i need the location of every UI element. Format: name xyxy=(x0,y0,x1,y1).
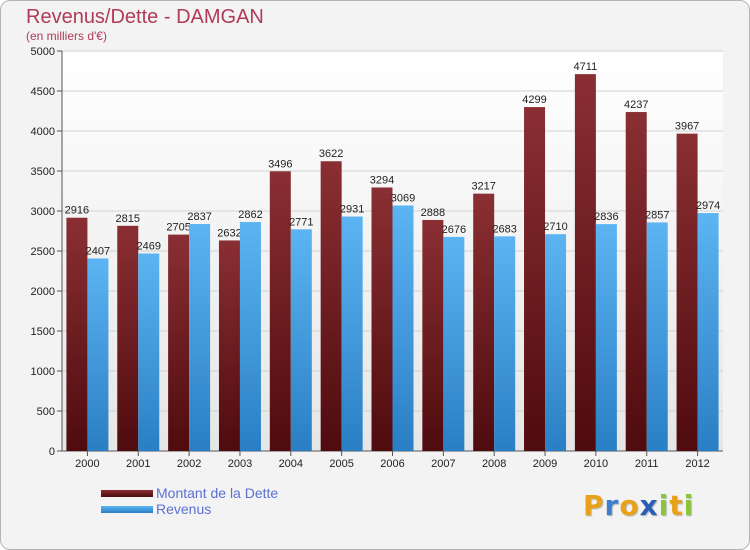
logo-letter: x xyxy=(639,489,659,522)
x-tick-label-2011: 2011 xyxy=(635,458,659,470)
data-label-dette-2000: 2916 xyxy=(65,205,89,217)
legend-label-revenus: Revenus xyxy=(156,501,212,517)
bar-revenus-2011 xyxy=(646,222,668,451)
x-tick-label-2002: 2002 xyxy=(177,458,201,470)
y-tick-label-5000: 5000 xyxy=(31,46,55,58)
data-label-dette-2007: 2888 xyxy=(421,207,445,219)
chart-title: Revenus/Dette - DAMGAN xyxy=(26,6,264,28)
x-tick-label-2003: 2003 xyxy=(228,458,252,470)
x-tick-label-2007: 2007 xyxy=(431,458,455,470)
y-tick-label-2000: 2000 xyxy=(31,286,55,298)
bar-revenus-2003 xyxy=(239,222,261,451)
data-label-dette-2008: 3217 xyxy=(471,181,495,193)
x-tick-label-2000: 2000 xyxy=(75,458,99,470)
data-label-dette-2002: 2705 xyxy=(166,222,190,234)
data-label-revenus-2004: 2771 xyxy=(289,216,313,228)
x-tick-label-2005: 2005 xyxy=(329,458,353,470)
data-label-dette-2009: 4299 xyxy=(522,94,546,106)
y-tick-label-2500: 2500 xyxy=(31,246,55,258)
bar-revenus-2009 xyxy=(545,234,567,451)
data-label-revenus-2010: 2836 xyxy=(594,211,618,223)
data-label-revenus-2001: 2469 xyxy=(137,240,161,252)
data-label-revenus-2006: 3069 xyxy=(391,192,415,204)
data-label-dette-2011: 4237 xyxy=(624,99,648,111)
data-label-dette-2001: 2815 xyxy=(116,213,140,225)
logo-letter: P xyxy=(583,489,605,522)
data-label-revenus-2002: 2837 xyxy=(187,211,211,223)
bar-dette-2009 xyxy=(524,107,546,451)
bar-revenus-2005 xyxy=(341,216,363,451)
x-tick-label-2006: 2006 xyxy=(380,458,404,470)
data-label-revenus-2005: 2931 xyxy=(340,204,364,216)
bar-dette-2001 xyxy=(117,225,139,451)
bar-dette-2000 xyxy=(66,217,88,451)
logo-letter: t xyxy=(669,489,684,522)
x-tick-label-2010: 2010 xyxy=(584,458,608,470)
data-label-dette-2005: 3622 xyxy=(319,148,343,160)
data-label-revenus-2003: 2862 xyxy=(238,209,262,221)
bar-revenus-2004 xyxy=(290,229,312,451)
bar-dette-2003 xyxy=(218,240,240,451)
y-tick-label-4500: 4500 xyxy=(31,86,55,98)
bar-revenus-2000 xyxy=(87,258,109,451)
bar-revenus-2007 xyxy=(443,236,465,451)
data-label-dette-2004: 3496 xyxy=(268,158,292,170)
y-tick-label-0: 0 xyxy=(49,446,55,458)
data-label-dette-2006: 3294 xyxy=(370,174,394,186)
logo-letter: i xyxy=(658,489,670,522)
bar-revenus-2008 xyxy=(494,236,516,451)
bar-dette-2010 xyxy=(574,74,596,452)
y-tick-label-1000: 1000 xyxy=(31,366,55,378)
x-tick-label-2001: 2001 xyxy=(126,458,150,470)
data-label-revenus-2012: 2974 xyxy=(696,200,720,212)
y-tick-label-1500: 1500 xyxy=(31,326,55,338)
y-tick-label-3000: 3000 xyxy=(31,206,55,218)
data-label-revenus-2011: 2857 xyxy=(645,209,669,221)
bar-dette-2004 xyxy=(269,171,291,451)
logo-letter: i xyxy=(683,489,695,522)
chart-subtitle: (en milliers d'€) xyxy=(26,29,107,43)
bar-dette-2011 xyxy=(625,112,647,451)
bar-revenus-2010 xyxy=(595,224,617,451)
x-tick-label-2004: 2004 xyxy=(279,458,303,470)
y-tick-label-4000: 4000 xyxy=(31,126,55,138)
bar-revenus-2006 xyxy=(392,205,414,451)
bar-dette-2002 xyxy=(168,234,190,451)
x-tick-label-2009: 2009 xyxy=(533,458,557,470)
y-tick-label-500: 500 xyxy=(37,406,55,418)
bar-dette-2007 xyxy=(422,219,444,451)
bar-dette-2012 xyxy=(676,133,698,451)
bar-dette-2005 xyxy=(320,161,342,452)
proxiti-logo: Proxiti xyxy=(583,489,694,522)
y-tick-label-3500: 3500 xyxy=(31,166,55,178)
data-label-revenus-2008: 2683 xyxy=(492,223,516,235)
data-label-dette-2003: 2632 xyxy=(217,227,241,239)
data-label-dette-2012: 3967 xyxy=(675,121,699,133)
x-tick-label-2012: 2012 xyxy=(685,458,709,470)
bar-revenus-2001 xyxy=(138,253,160,451)
legend-swatch-dette xyxy=(101,490,153,497)
data-label-revenus-2000: 2407 xyxy=(86,245,110,257)
bar-revenus-2012 xyxy=(697,213,719,451)
data-label-revenus-2009: 2710 xyxy=(543,221,567,233)
bar-dette-2008 xyxy=(473,193,495,451)
logo-letter: o xyxy=(619,489,640,522)
legend-swatch-revenus xyxy=(101,506,153,513)
x-tick-label-2008: 2008 xyxy=(482,458,506,470)
legend-label-dette: Montant de la Dette xyxy=(156,485,279,501)
logo-letter: r xyxy=(604,489,620,522)
bar-dette-2006 xyxy=(371,187,393,452)
bar-revenus-2002 xyxy=(189,224,211,451)
data-label-dette-2010: 4711 xyxy=(574,61,598,73)
data-label-revenus-2007: 2676 xyxy=(442,224,466,236)
